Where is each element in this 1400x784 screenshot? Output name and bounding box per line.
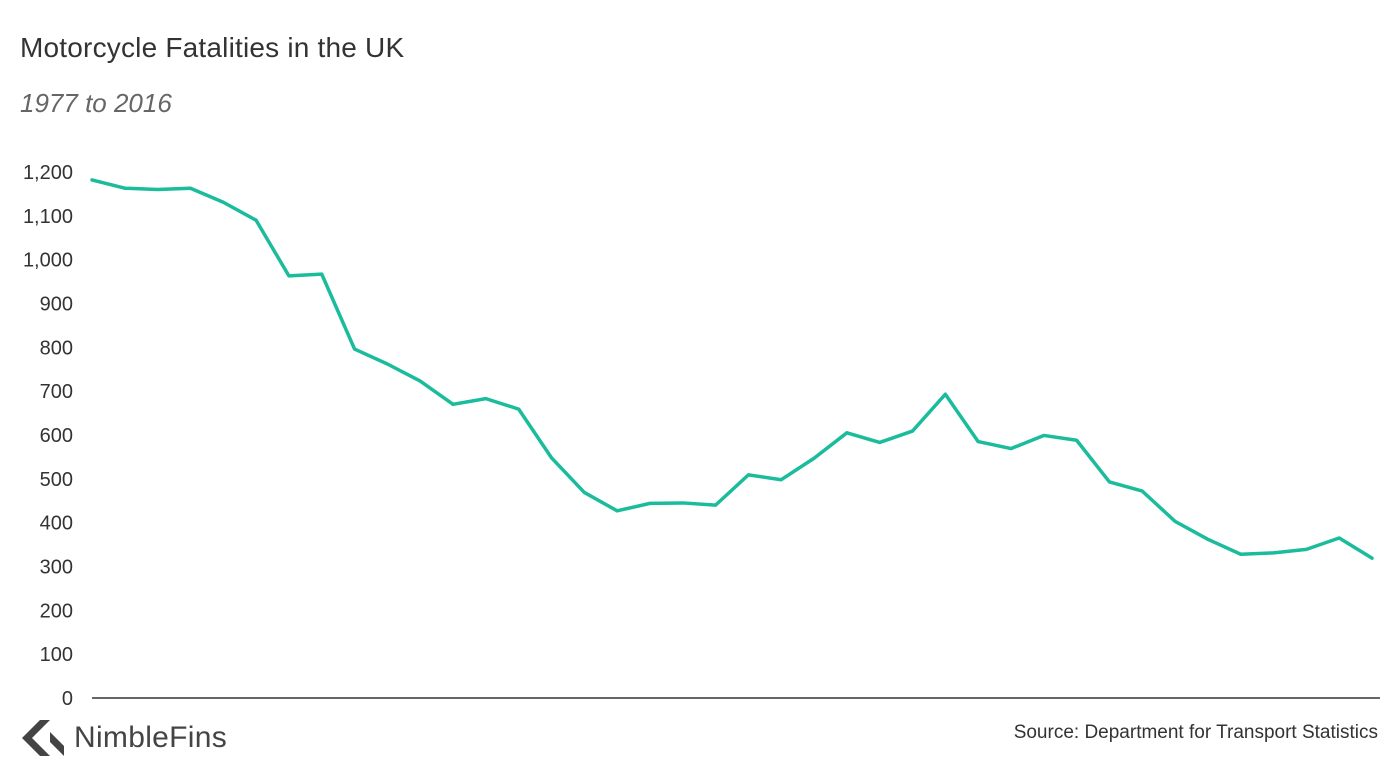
data-point	[1304, 547, 1308, 551]
data-point	[254, 218, 258, 222]
data-point	[287, 274, 291, 278]
data-point	[90, 178, 94, 182]
data-point	[320, 272, 324, 276]
data-point	[353, 347, 357, 351]
data-point	[221, 200, 225, 204]
y-axis-tick-labels: 0 100 200 300 400 500 600 700 800 900 1,000 1,100 1,…	[23, 162, 73, 710]
data-point	[648, 501, 652, 505]
series-line-fatalities	[90, 178, 1374, 560]
data-point	[1173, 519, 1177, 523]
data-point	[812, 456, 816, 460]
y-tick-label: 100	[40, 644, 73, 666]
data-point	[878, 440, 882, 444]
data-point	[451, 402, 455, 406]
nimblefins-logo-icon	[22, 720, 64, 756]
data-point	[1206, 537, 1210, 541]
data-points	[90, 178, 1374, 560]
data-point	[156, 188, 160, 192]
y-tick-label: 500	[40, 469, 73, 491]
data-point	[582, 490, 586, 494]
data-point	[418, 379, 422, 383]
data-point	[1337, 536, 1341, 540]
data-point	[517, 407, 521, 411]
data-point	[976, 440, 980, 444]
y-tick-label: 800	[40, 337, 73, 359]
data-point	[1239, 552, 1243, 556]
y-tick-label: 600	[40, 425, 73, 447]
data-point	[714, 503, 718, 507]
data-point	[1370, 556, 1374, 560]
data-point	[385, 362, 389, 366]
data-point	[943, 392, 947, 396]
y-tick-label: 1,100	[23, 206, 73, 228]
data-point	[746, 473, 750, 477]
data-point	[123, 186, 127, 190]
y-tick-label: 1,200	[23, 162, 73, 184]
data-point	[188, 186, 192, 190]
y-tick-label: 0	[62, 688, 73, 710]
data-point	[1272, 551, 1276, 555]
data-point	[1042, 433, 1046, 437]
data-point	[1140, 489, 1144, 493]
brand-logo: NimbleFins	[20, 714, 227, 762]
y-tick-label: 900	[40, 294, 73, 316]
data-point	[1075, 438, 1079, 442]
data-point	[1009, 447, 1013, 451]
y-tick-label: 700	[40, 381, 73, 403]
source-note: Source: Department for Transport Statist…	[1013, 722, 1378, 743]
chart-title: Motorcycle Fatalities in the UK	[20, 32, 405, 63]
data-point	[911, 429, 915, 433]
chart-subtitle: 1977 to 2016	[20, 88, 172, 118]
data-point	[681, 501, 685, 505]
data-point	[549, 456, 553, 460]
y-tick-label: 1,000	[23, 250, 73, 272]
data-point	[484, 397, 488, 401]
data-point	[779, 478, 783, 482]
y-tick-label: 200	[40, 600, 73, 622]
y-tick-label: 300	[40, 557, 73, 579]
brand-name: NimbleFins	[74, 721, 228, 754]
data-point	[1107, 480, 1111, 484]
y-tick-label: 400	[40, 513, 73, 535]
data-point	[845, 431, 849, 435]
data-point	[615, 509, 619, 513]
